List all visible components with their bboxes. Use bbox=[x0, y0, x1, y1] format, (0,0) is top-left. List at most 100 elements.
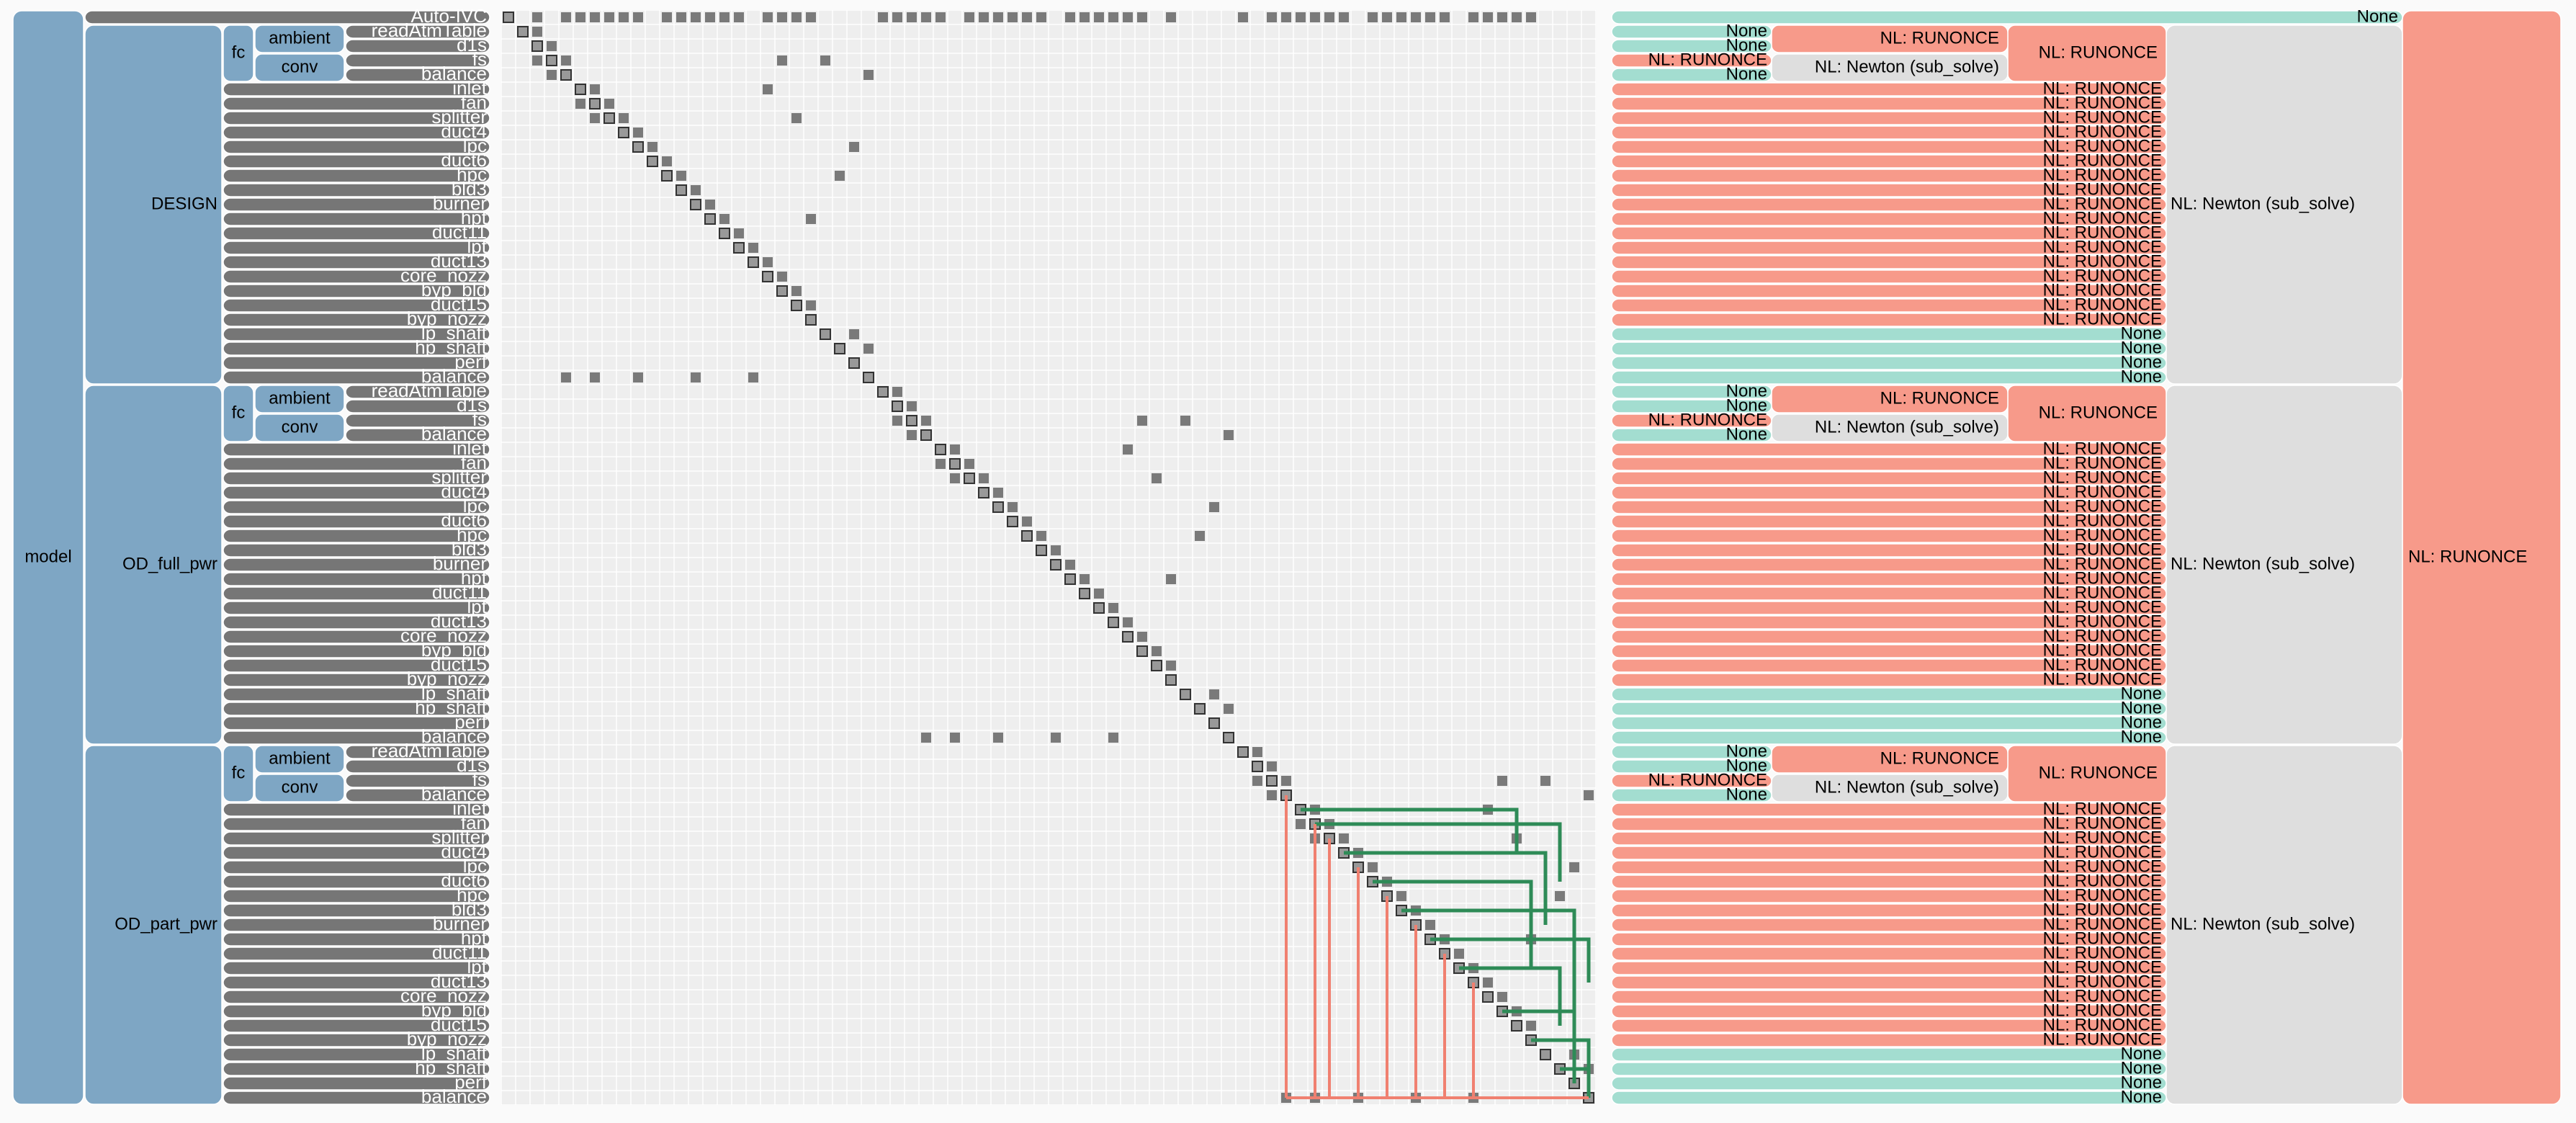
solver-node[interactable] bbox=[1611, 298, 2167, 313]
solver-node[interactable] bbox=[1611, 687, 2167, 702]
solver-node[interactable] bbox=[1611, 658, 2167, 673]
component-node[interactable] bbox=[223, 529, 490, 543]
solver-node[interactable] bbox=[1611, 788, 1772, 802]
solver-node[interactable] bbox=[1611, 471, 2167, 486]
solver-node[interactable] bbox=[1611, 68, 1772, 82]
component-node[interactable] bbox=[345, 413, 490, 428]
solver-node[interactable] bbox=[1611, 529, 2167, 543]
component-node[interactable] bbox=[345, 39, 490, 53]
solver-node[interactable] bbox=[1611, 154, 2167, 169]
solver-node[interactable] bbox=[1611, 24, 1772, 39]
component-node[interactable] bbox=[223, 543, 490, 558]
solver-node[interactable] bbox=[1611, 702, 2167, 716]
component-node[interactable] bbox=[223, 514, 490, 529]
solver-node[interactable] bbox=[1611, 889, 2167, 903]
component-node[interactable] bbox=[345, 788, 490, 802]
component-node[interactable] bbox=[223, 111, 490, 125]
solver-node[interactable] bbox=[1611, 1033, 2167, 1047]
solver-node[interactable] bbox=[1611, 730, 2167, 745]
solver-node[interactable] bbox=[1611, 269, 2167, 284]
solver-node[interactable] bbox=[1611, 1091, 2167, 1105]
solver-node[interactable] bbox=[1611, 500, 2167, 514]
solver-node[interactable] bbox=[1611, 615, 2167, 630]
component-node[interactable] bbox=[223, 327, 490, 341]
solver-node[interactable] bbox=[1611, 428, 1772, 442]
component-node[interactable] bbox=[223, 947, 490, 961]
solver-node[interactable] bbox=[1771, 385, 2009, 413]
component-node[interactable] bbox=[223, 140, 490, 154]
solver-node[interactable] bbox=[1611, 226, 2167, 241]
solver-node[interactable] bbox=[1611, 759, 1772, 774]
system-node[interactable] bbox=[84, 385, 223, 745]
component-node[interactable] bbox=[223, 572, 490, 586]
component-node[interactable] bbox=[223, 918, 490, 932]
solver-node[interactable] bbox=[1611, 572, 2167, 586]
component-node[interactable] bbox=[223, 630, 490, 644]
component-node[interactable] bbox=[223, 82, 490, 97]
component-node[interactable] bbox=[223, 1033, 490, 1047]
component-node[interactable] bbox=[223, 313, 490, 327]
component-node[interactable] bbox=[223, 615, 490, 630]
solver-node[interactable] bbox=[1611, 932, 2167, 947]
component-node[interactable] bbox=[223, 471, 490, 486]
solver-node[interactable] bbox=[1611, 356, 2167, 370]
component-node[interactable] bbox=[223, 889, 490, 903]
component-node[interactable] bbox=[223, 442, 490, 457]
solver-node[interactable] bbox=[1611, 716, 2167, 730]
solver-node[interactable] bbox=[1611, 514, 2167, 529]
component-node[interactable] bbox=[345, 428, 490, 442]
component-node[interactable] bbox=[345, 774, 490, 788]
component-node[interactable] bbox=[223, 486, 490, 500]
solver-node[interactable] bbox=[1771, 24, 2009, 53]
system-node[interactable] bbox=[254, 24, 345, 53]
solver-node[interactable] bbox=[1611, 341, 2167, 356]
solver-node[interactable] bbox=[1611, 140, 2167, 154]
solver-node[interactable] bbox=[1611, 183, 2167, 197]
component-node[interactable] bbox=[223, 802, 490, 817]
solver-node[interactable] bbox=[1611, 903, 2167, 918]
component-node[interactable] bbox=[223, 1062, 490, 1076]
system-node[interactable] bbox=[84, 745, 223, 1105]
solver-node[interactable] bbox=[1611, 947, 2167, 961]
component-node[interactable] bbox=[223, 500, 490, 514]
solver-node[interactable] bbox=[1771, 745, 2009, 774]
solver-node[interactable] bbox=[1611, 1076, 2167, 1091]
component-node[interactable] bbox=[345, 68, 490, 82]
solver-node[interactable] bbox=[1611, 169, 2167, 183]
solver-node[interactable] bbox=[1611, 918, 2167, 932]
system-node[interactable] bbox=[223, 745, 254, 802]
solver-node[interactable] bbox=[1611, 817, 2167, 831]
component-node[interactable] bbox=[223, 586, 490, 601]
solver-node[interactable] bbox=[1611, 961, 2167, 975]
component-node[interactable] bbox=[223, 702, 490, 716]
solver-node[interactable] bbox=[2007, 24, 2167, 82]
component-node[interactable] bbox=[223, 687, 490, 702]
system-node[interactable] bbox=[223, 385, 254, 442]
component-node[interactable] bbox=[345, 745, 490, 759]
system-node[interactable] bbox=[254, 413, 345, 442]
solver-node[interactable] bbox=[1611, 284, 2167, 298]
system-node[interactable] bbox=[223, 24, 254, 82]
component-node[interactable] bbox=[223, 197, 490, 212]
solver-node[interactable] bbox=[1611, 197, 2167, 212]
system-node[interactable] bbox=[254, 745, 345, 774]
solver-node[interactable] bbox=[1611, 255, 2167, 269]
component-node[interactable] bbox=[223, 1091, 490, 1105]
component-node[interactable] bbox=[223, 183, 490, 197]
solver-node[interactable] bbox=[1611, 39, 1772, 53]
component-node[interactable] bbox=[223, 97, 490, 111]
component-node[interactable] bbox=[223, 241, 490, 255]
solver-node[interactable] bbox=[1771, 53, 2009, 82]
component-node[interactable] bbox=[223, 269, 490, 284]
component-node[interactable] bbox=[223, 125, 490, 140]
solver-node[interactable] bbox=[2007, 385, 2167, 442]
solver-node[interactable] bbox=[1611, 370, 2167, 385]
component-node[interactable] bbox=[223, 831, 490, 846]
system-node[interactable] bbox=[254, 53, 345, 82]
solver-node[interactable] bbox=[1611, 82, 2167, 97]
solver-node[interactable] bbox=[1611, 399, 1772, 413]
solver-node[interactable] bbox=[1611, 1004, 2167, 1019]
solver-node[interactable] bbox=[1611, 125, 2167, 140]
component-node[interactable] bbox=[223, 874, 490, 889]
solver-node[interactable] bbox=[1771, 774, 2009, 802]
